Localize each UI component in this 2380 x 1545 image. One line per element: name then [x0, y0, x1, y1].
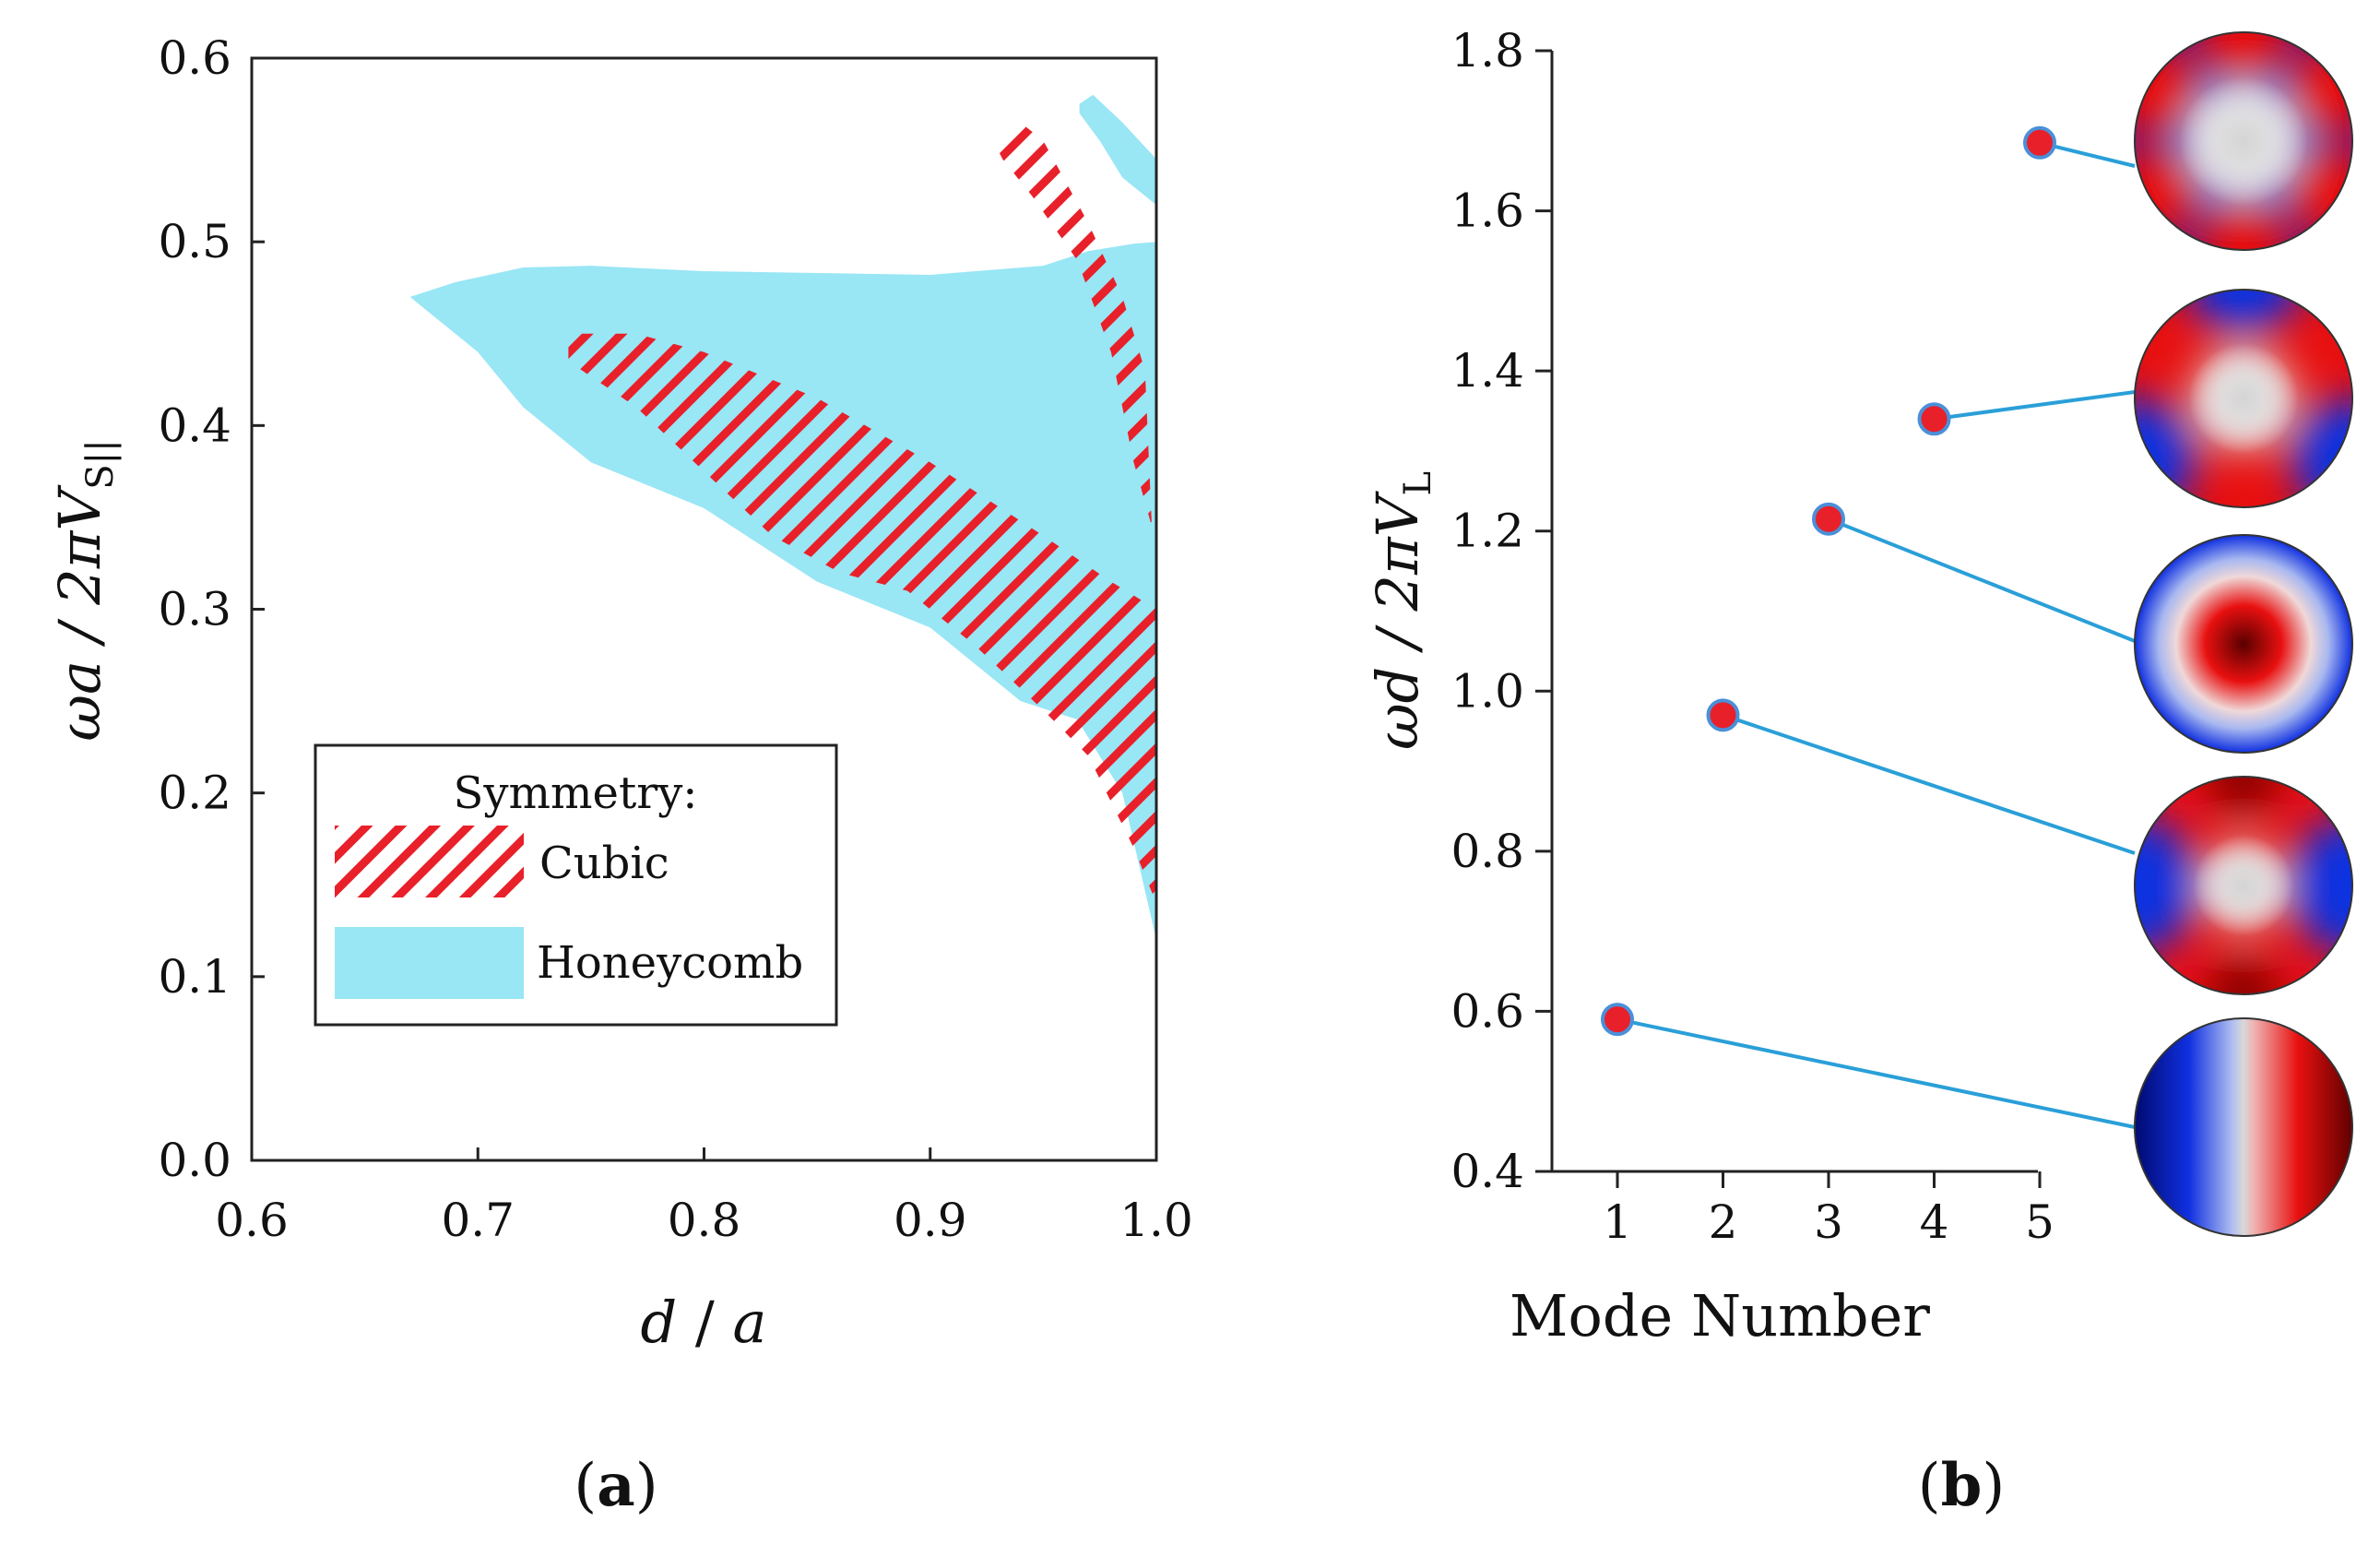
data-point-mode-3 — [1812, 502, 1845, 536]
panel-a-xlabel: d / a — [641, 1289, 767, 1356]
panel-a-ytick-label: 0.4 — [158, 398, 231, 452]
legend-title: Symmetry: — [454, 767, 698, 819]
panel-b-markers — [1601, 125, 2056, 1037]
panel-b-label: (b) — [1918, 1451, 2006, 1520]
mode-shape-4-quadrupole-rotated — [2134, 289, 2353, 508]
panel-a-legend: Symmetry: Cubic Honeycomb — [314, 743, 838, 1027]
panel-b-ytick-label: 1.0 — [1450, 664, 1524, 718]
data-point-mode-4 — [1917, 402, 1951, 436]
region-honeycomb-1 — [409, 242, 1156, 940]
panel-a-xtick-label: 0.9 — [894, 1194, 967, 1247]
panel-b-xtick-label: 3 — [1814, 1195, 1843, 1249]
panel-a-ytick-label: 0.5 — [158, 215, 231, 268]
panel-b-ytick-label: 1.4 — [1450, 344, 1524, 398]
panel-a-ytick-label: 0.3 — [158, 583, 231, 636]
mode-shape-2-quadrupole — [2134, 776, 2353, 995]
mode-shape-5-hexapole — [2134, 31, 2353, 251]
region-cubic-2 — [998, 122, 1153, 527]
legend-label-honeycomb: Honeycomb — [537, 937, 803, 989]
panel-a-xtick-label: 0.8 — [668, 1194, 741, 1247]
panel-a-xtick-label: 0.7 — [441, 1194, 515, 1247]
panel-b-xtick-label: 2 — [1709, 1195, 1738, 1249]
panel-a-xtick-label: 1.0 — [1119, 1194, 1193, 1247]
leader-line-mode-2 — [1722, 713, 2136, 855]
panel-b-ytick-label: 1.6 — [1450, 184, 1524, 238]
data-point-mode-1 — [1601, 1003, 1634, 1037]
panel-a-ticks: 0.6 0.7 0.8 0.9 1.0 0.0 0.1 0.2 0.3 0.4 0.5 0.6 — [158, 31, 1192, 1247]
panel-b-xtick-label: 4 — [1920, 1195, 1949, 1249]
data-point-mode-5 — [2023, 125, 2056, 160]
panel-a-label: (a) — [574, 1451, 657, 1520]
panel-b-ytick-label: 1.2 — [1450, 505, 1524, 558]
panel-a-ylabel: ωa / 2πVS|| — [46, 439, 122, 741]
panel-b-xlabel: Mode Number — [1510, 1282, 1930, 1349]
panel-b-leader-lines — [1616, 140, 2136, 1129]
legend-swatch-honeycomb — [335, 927, 524, 999]
region-cubic-1 — [568, 333, 1156, 904]
panel-b-xtick-label: 5 — [2025, 1195, 2054, 1249]
leader-line-mode-1 — [1616, 1017, 2136, 1129]
panel-b-ticks: 0.4 0.6 0.8 1.0 1.2 1.4 1.6 1.8 1 2 3 4 5 — [1450, 24, 2054, 1249]
panel-a-chart: 0.6 0.7 0.8 0.9 1.0 0.0 0.1 0.2 0.3 0.4 0.5 0.6 Sym… — [46, 31, 1193, 1520]
panel-a-regions — [409, 94, 1156, 940]
leader-line-mode-3 — [1828, 517, 2136, 643]
legend-label-cubic: Cubic — [539, 838, 669, 889]
region-honeycomb-2 — [1079, 94, 1156, 206]
panel-b-ylabel: ωd / 2πVL — [1364, 471, 1439, 750]
panel-a-ytick-label: 0.6 — [158, 31, 231, 85]
panel-a-xtick-label: 0.6 — [215, 1194, 289, 1247]
panel-b-ytick-label: 0.4 — [1450, 1145, 1524, 1198]
legend-swatch-cubic — [335, 826, 524, 897]
mode-shape-1-dipole — [2134, 1017, 2353, 1237]
panel-a-ytick-label: 0.0 — [158, 1134, 231, 1187]
data-point-mode-2 — [1706, 698, 1740, 732]
panel-b-ytick-label: 1.8 — [1450, 24, 1524, 77]
panel-b-xtick-label: 1 — [1603, 1195, 1632, 1249]
panel-b-ytick-label: 0.6 — [1450, 984, 1524, 1038]
mode-shape-3-breathing — [2134, 534, 2353, 754]
panel-a-ytick-label: 0.2 — [158, 767, 231, 820]
panel-b-ytick-label: 0.8 — [1450, 825, 1524, 878]
leader-line-mode-4 — [1934, 390, 2136, 422]
panel-b-chart: 0.4 0.6 0.8 1.0 1.2 1.4 1.6 1.8 1 2 3 4 5 — [1364, 24, 2353, 1520]
panel-a-ytick-label: 0.1 — [158, 950, 231, 1004]
